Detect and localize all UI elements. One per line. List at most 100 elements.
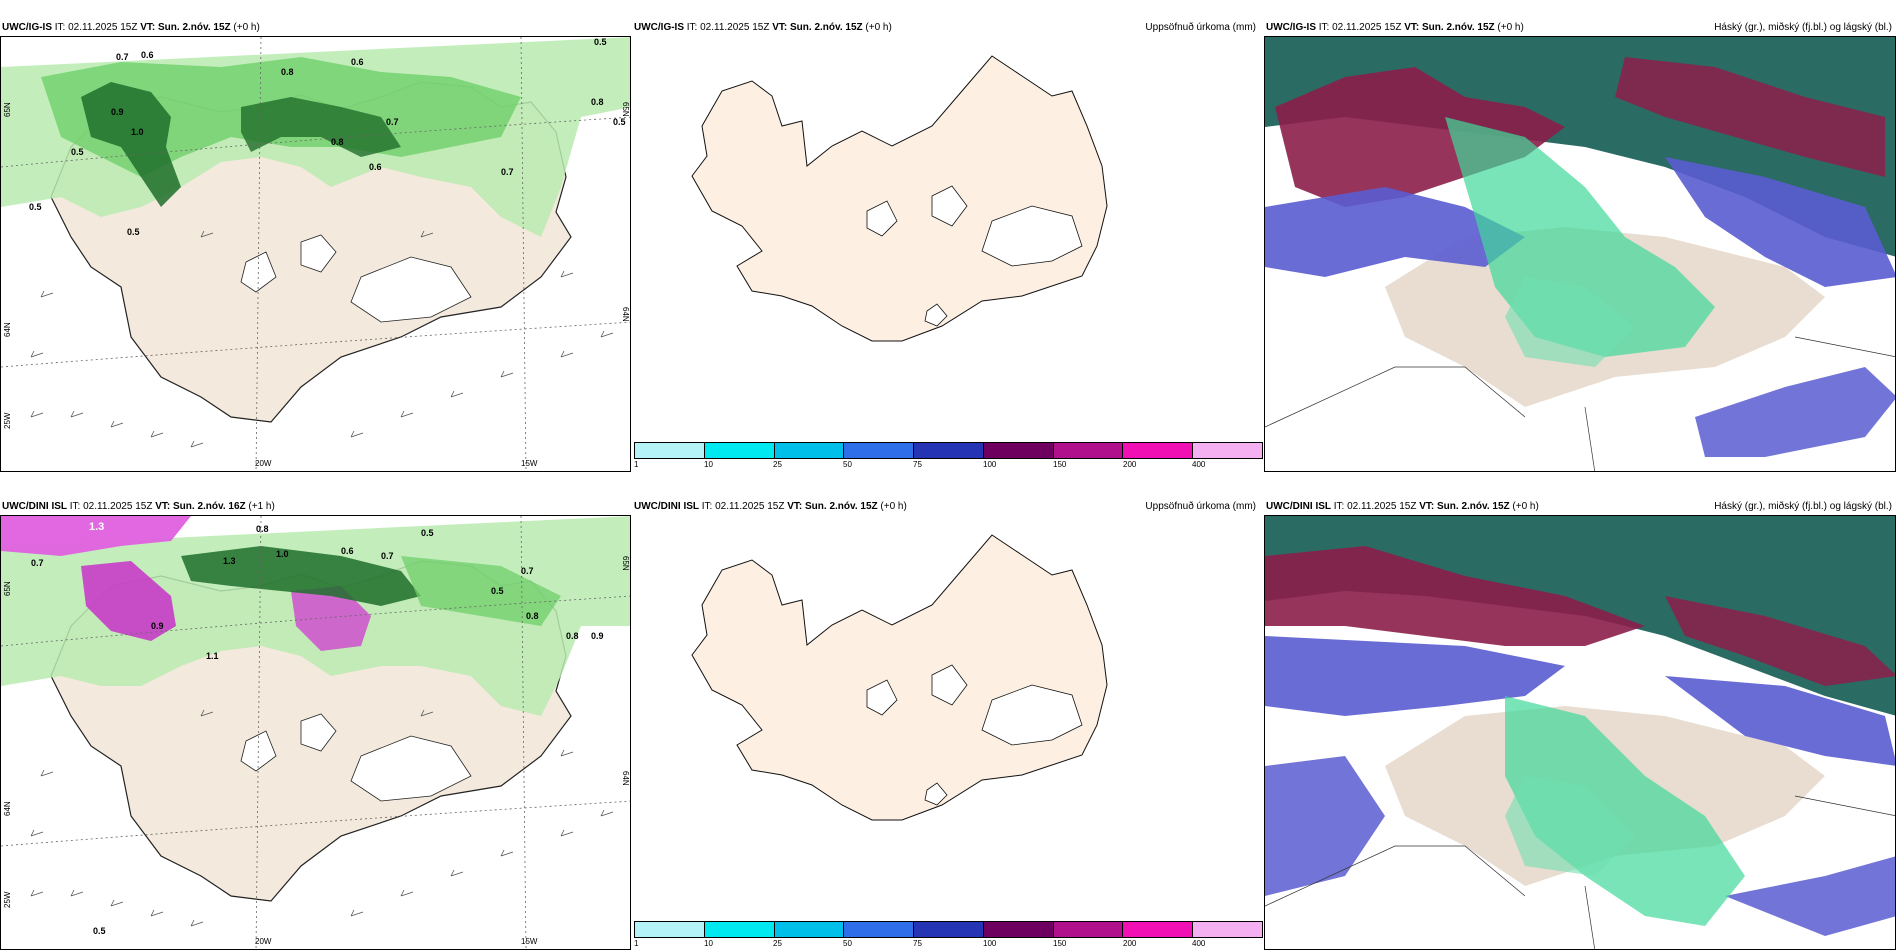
colorbar-swatch (844, 443, 915, 458)
lat-label: 64N (621, 771, 630, 786)
lead-time: (+0 h) (1512, 501, 1539, 512)
colorbar-tick: 10 (704, 939, 713, 948)
map-frame[interactable]: 0.5 0.7 0.6 0.8 0.9 1.0 0.5 0.6 0.7 0.8 … (0, 36, 631, 472)
precip-value: 0.5 (594, 37, 607, 47)
vt-label: VT: (787, 501, 803, 512)
mid-cloud (1265, 546, 1645, 646)
colorbar-swatch (983, 922, 1054, 937)
map-frame[interactable] (1264, 515, 1896, 950)
it-value: 02.11.2025 15Z (68, 22, 138, 33)
mid-cloud (1615, 57, 1885, 177)
lead-time: (+0 h) (233, 22, 260, 33)
panel-header: UWC/IG-IS IT: 02.11.2025 15Z VT: Sun. 2.… (2, 22, 260, 34)
model-name: UWC/IG-IS (1266, 22, 1316, 33)
colorbar-ticks: 1 10 25 50 75 100 150 200 400 (634, 460, 1263, 470)
mid-cloud (1665, 596, 1895, 686)
low-cloud (1725, 856, 1895, 936)
colorbar-swatch (774, 922, 845, 937)
colorbar-tick: 100 (983, 939, 997, 948)
mid-cloud (1275, 67, 1565, 207)
map-frame[interactable] (1264, 36, 1896, 472)
precip-value: 0.6 (351, 57, 364, 67)
panel-header: UWC/IG-IS IT: 02.11.2025 15Z VT: Sun. 2.… (634, 22, 892, 34)
low-cloud (1695, 367, 1895, 457)
low-cloud (1665, 157, 1895, 287)
colorbar-tick: 100 (983, 460, 997, 469)
glacier (931, 185, 968, 227)
it-value: 02.11.2025 15Z (83, 501, 153, 512)
lon-label: 20W (255, 937, 272, 946)
precip-value: 0.9 (111, 107, 124, 117)
wind-precip-panel-row2: UWC/DINI ISL IT: 02.11.2025 15Z VT: Sun.… (0, 490, 632, 950)
cloud-green (1505, 696, 1745, 926)
it-label: IT: (701, 501, 713, 512)
it-label: IT: (1318, 22, 1330, 33)
panel-title: Uppsöfnuð úrkoma (mm) (1145, 22, 1256, 33)
panel-title: Háský (gr.), miðský (fj.bl.) og lágský (… (1714, 501, 1892, 512)
map-frame[interactable]: 1.3 0.7 0.8 1.0 1.3 0.6 0.5 0.7 0.9 0.8 … (0, 515, 631, 950)
precip-value: 0.7 (386, 117, 399, 127)
precip-value: 0.8 (591, 97, 604, 107)
cloud-green (1505, 277, 1635, 367)
panel-header: UWC/DINI ISL IT: 02.11.2025 15Z VT: Sun.… (1266, 501, 1539, 513)
map-frame[interactable] (632, 36, 1263, 442)
wind-precip-panel-row1: UWC/IG-IS IT: 02.11.2025 15Z VT: Sun. 2.… (0, 10, 632, 472)
precip-value: 0.5 (29, 202, 42, 212)
lead-time: (+0 h) (865, 22, 892, 33)
cloud-panel-row1: UWC/IG-IS IT: 02.11.2025 15Z VT: Sun. 2.… (1264, 10, 1900, 472)
glacier (300, 713, 337, 752)
model-name: UWC/IG-IS (634, 22, 684, 33)
it-label: IT: (1333, 501, 1345, 512)
glacier (924, 782, 948, 806)
precip-value: 0.8 (566, 631, 579, 641)
colorbar-swatch (1053, 443, 1124, 458)
precip-value: 0.5 (127, 227, 140, 237)
lead-time: (+0 h) (1497, 22, 1524, 33)
colorbar-tick: 400 (1192, 939, 1206, 948)
colorbar-swatch (635, 443, 705, 458)
colorbar-tick: 75 (913, 939, 922, 948)
precip-value: 1.1 (206, 651, 219, 661)
vt-label: VT: (140, 22, 156, 33)
map-frame[interactable] (632, 515, 1263, 921)
precip-dark (181, 546, 421, 606)
glacier (866, 200, 898, 237)
colorbar-swatch (1053, 922, 1124, 937)
lat-label: 64N (621, 307, 630, 322)
colorbar-swatch (635, 922, 705, 937)
precip-value: 0.7 (116, 52, 129, 62)
precip-value: 1.3 (89, 521, 105, 533)
low-cloud (1665, 676, 1895, 766)
precip-value: 0.7 (501, 167, 514, 177)
colorbar-tick: 200 (1123, 460, 1137, 469)
vt-value: Sun. 2.nóv. 15Z (1422, 22, 1495, 33)
lon-label: 15W (521, 937, 538, 946)
it-label: IT: (54, 22, 66, 33)
precip-value: 0.8 (256, 524, 269, 534)
panel-title: Uppsöfnuð úrkoma (mm) (1145, 501, 1256, 512)
colorbar-swatch (704, 922, 775, 937)
glacier (931, 664, 968, 706)
precip-value: 0.5 (71, 147, 84, 157)
colorbar-tick: 75 (913, 460, 922, 469)
low-cloud (1265, 187, 1525, 277)
colorbar-tick: 50 (843, 939, 852, 948)
precip-value: 0.7 (381, 551, 394, 561)
glacier (924, 303, 948, 327)
precip-magenta (291, 586, 371, 651)
panel-title: Háský (gr.), miðský (fj.bl.) og lágský (… (1714, 22, 1892, 33)
precip-value: 0.5 (613, 117, 626, 127)
precip-value: 0.5 (421, 528, 434, 538)
vt-value: Sun. 2.nóv. 15Z (158, 22, 231, 33)
vt-value: Sun. 2.nóv. 15Z (1437, 501, 1510, 512)
precip-value: 0.5 (93, 926, 106, 936)
it-value: 02.11.2025 15Z (715, 501, 785, 512)
colorbar (634, 921, 1263, 938)
panel-header: UWC/DINI ISL IT: 02.11.2025 15Z VT: Sun.… (2, 501, 275, 513)
vt-label: VT: (155, 501, 171, 512)
lead-time: (+1 h) (248, 501, 275, 512)
precip-value: 0.7 (521, 566, 534, 576)
it-label: IT: (69, 501, 81, 512)
colorbar-swatch (914, 443, 984, 458)
colorbar-tick: 1 (634, 460, 639, 469)
